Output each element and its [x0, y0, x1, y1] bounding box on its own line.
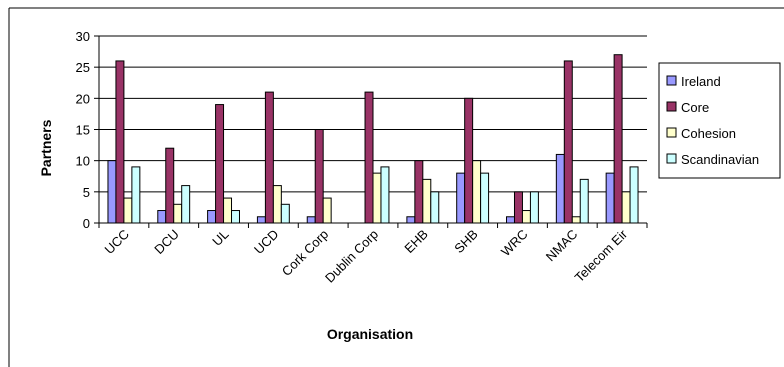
bars: [107, 54, 639, 224]
bar-core-nmac: [563, 60, 573, 224]
bar-cohesion-ucc: [123, 197, 133, 224]
x-tick-label: UCC: [102, 227, 133, 258]
y-tick-label: 20: [76, 91, 90, 106]
bar-cohesion-dublin-corp: [372, 172, 382, 224]
y-tick-label: 10: [76, 154, 90, 169]
bar-scandinavian-nmac: [579, 178, 589, 224]
bar-cohesion-wrc: [521, 210, 531, 224]
legend-label-core: Core: [681, 100, 709, 115]
legend-label-scandinavian: Scandinavian: [681, 152, 759, 167]
bar-cohesion-ehb: [422, 178, 432, 224]
bar-scandinavian-ehb: [430, 191, 440, 224]
bar-scandinavian-ucc: [131, 166, 141, 224]
axes: [94, 35, 648, 228]
bar-cohesion-dcu: [173, 203, 183, 224]
bar-core-cork-corp: [314, 129, 324, 224]
bar-scandinavian-ul: [231, 210, 240, 224]
x-tick-label: SHB: [451, 227, 481, 257]
bar-cohesion-nmac: [571, 216, 581, 224]
bar-cohesion-telecom-eir: [621, 191, 631, 224]
bar-core-ul: [215, 104, 225, 224]
bar-ireland-telecom-eir: [605, 172, 615, 224]
x-tick-label: WRC: [498, 227, 531, 260]
x-tick-label: DCU: [151, 227, 182, 258]
bar-scandinavian-dcu: [181, 185, 191, 224]
bar-scandinavian-telecom-eir: [629, 166, 639, 224]
bar-core-ucd: [264, 91, 274, 224]
bar-core-dcu: [165, 147, 175, 224]
y-tick-label: 15: [76, 123, 90, 138]
bar-scandinavian-wrc: [529, 191, 539, 224]
y-tick-label: 25: [76, 60, 90, 75]
bar-ireland-ul: [207, 210, 217, 224]
bar-ireland-shb: [456, 172, 466, 224]
x-tick-label: UL: [209, 227, 231, 249]
bar-ireland-ucd: [256, 216, 266, 224]
x-tick-label: NMAC: [543, 227, 581, 265]
legend-label-ireland: Ireland: [681, 74, 721, 89]
y-tick-label: 30: [76, 29, 90, 44]
legend-swatch-cohesion: [666, 127, 677, 138]
bar-ireland-dcu: [157, 210, 167, 224]
x-tick-label: EHB: [401, 227, 431, 257]
x-tick-label: Telecom Eir: [572, 226, 631, 285]
bar-cohesion-shb: [472, 160, 482, 224]
x-axis-title: Organisation: [327, 326, 413, 342]
x-tick-label: UCD: [251, 227, 282, 258]
legend-box: [658, 62, 781, 179]
bar-scandinavian-shb: [480, 172, 490, 224]
legend-swatch-core: [666, 101, 677, 112]
legend-label-cohesion: Cohesion: [681, 126, 736, 141]
y-tick-label: 0: [83, 216, 90, 231]
x-tick-label: Dublin Corp: [322, 227, 381, 286]
legend: Ireland Core Cohesion Scandinavian: [658, 62, 781, 179]
bar-cohesion-ucd: [272, 185, 282, 224]
bar-core-wrc: [513, 191, 523, 224]
bar-scandinavian-dublin-corp: [380, 166, 390, 224]
bar-ireland-ucc: [107, 160, 117, 224]
bar-ireland-cork-corp: [306, 216, 316, 224]
bar-core-ucc: [115, 60, 125, 224]
bar-ireland-ehb: [406, 216, 416, 224]
bar-ireland-nmac: [555, 153, 565, 224]
x-tick-label: Cork Corp: [279, 227, 332, 280]
bar-core-dublin-corp: [364, 91, 374, 224]
bar-cohesion-cork-corp: [322, 197, 332, 224]
bar-core-ehb: [414, 160, 424, 224]
bar-cohesion-ul: [223, 197, 233, 224]
bar-core-shb: [464, 97, 474, 224]
y-axis-title: Partners: [38, 119, 54, 176]
y-tick-labels: 0 5 10 15 20 25 30: [76, 29, 90, 231]
bar-ireland-wrc: [506, 216, 515, 224]
y-tick-label: 5: [83, 185, 90, 200]
legend-swatch-ireland: [666, 75, 677, 86]
legend-swatch-scandinavian: [666, 153, 677, 164]
bar-scandinavian-ucd: [280, 203, 290, 224]
bar-core-telecom-eir: [613, 54, 623, 224]
